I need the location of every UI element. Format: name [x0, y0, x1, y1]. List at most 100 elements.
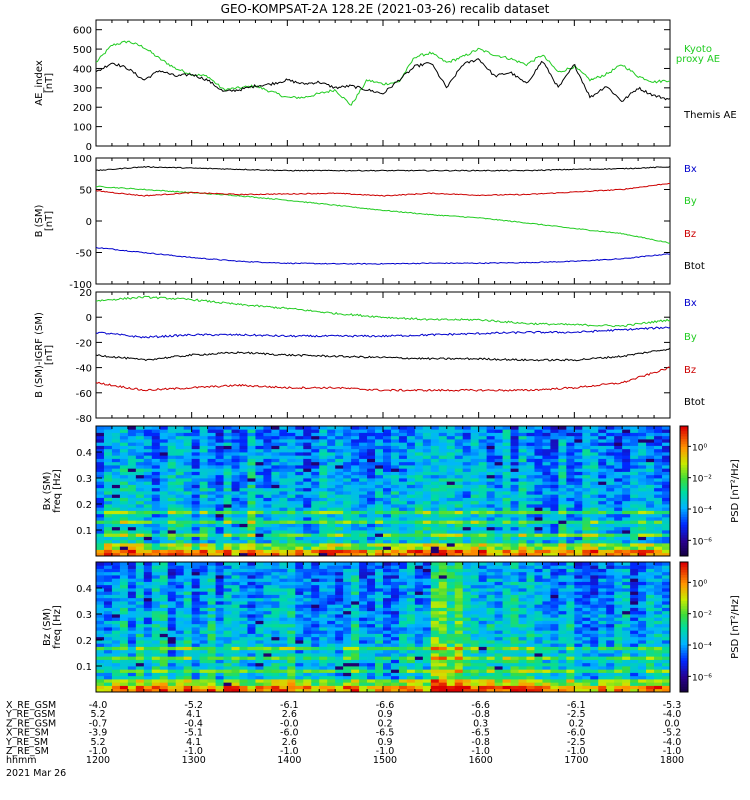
spectrogram-1-cell	[454, 546, 464, 550]
spectrogram-1-cell	[566, 474, 575, 479]
spectrogram-1-cell	[590, 465, 599, 469]
spectrogram-2-cell	[119, 623, 129, 628]
spectrogram-2-cell	[247, 594, 256, 599]
spectrogram-2-cell	[398, 679, 408, 683]
spectrogram-1-cell	[486, 487, 496, 492]
spectrogram-2-cell	[327, 584, 336, 589]
spectrogram-2-cell	[343, 607, 352, 612]
spectrogram-1-cell	[422, 429, 432, 433]
spectrogram-1-cell	[223, 484, 232, 489]
spectrogram-1-cell	[111, 536, 121, 541]
spectrogram-2-cell	[199, 666, 209, 670]
spectrogram-1-cell	[239, 523, 248, 528]
spectrogram-1-colorbar-step	[680, 441, 688, 445]
spectrogram-1-cell	[526, 536, 535, 541]
spectrogram-1-cell	[255, 510, 264, 515]
spectrogram-1-cell	[654, 500, 663, 505]
spectrogram-1-colorbar-tick-label: 10⁻⁶	[692, 537, 712, 547]
spectrogram-2-cell	[119, 646, 129, 651]
spectrogram-2-cell	[239, 649, 248, 654]
spectrogram-1-cell	[183, 448, 193, 453]
spectrogram-1-cell	[438, 546, 448, 550]
spectrogram-1-cell	[263, 491, 272, 495]
spectrogram-1-cell	[510, 442, 519, 446]
spectrogram-1-ytick-label: 0.3	[76, 474, 92, 485]
spectrogram-1-cell	[103, 504, 113, 508]
spectrogram-1-cell	[638, 478, 647, 482]
spectrogram-2-cell	[159, 633, 169, 638]
spectrogram-1-cell	[103, 487, 113, 492]
spectrogram-2-cell	[255, 610, 264, 615]
spectrogram-2-cell	[239, 578, 248, 582]
spectrogram-1-cell	[375, 452, 384, 456]
spectrogram-2-cell	[263, 633, 272, 638]
panel-1-ylabel: AE_index [nT]	[34, 60, 55, 106]
spectrogram-2-cell	[151, 614, 161, 618]
spectrogram-1-cell	[390, 474, 400, 479]
spectrogram-1-cell	[167, 481, 177, 485]
spectrogram-1-cell	[446, 546, 456, 550]
spectrogram-1-cell	[630, 510, 639, 515]
spectrogram-1-cell	[518, 504, 527, 508]
spectrogram-1-cell	[654, 471, 663, 476]
spectrogram-1-cell	[526, 481, 535, 485]
spectrogram-1-cell	[247, 517, 256, 521]
spectrogram-1-cell	[406, 448, 416, 453]
spectrogram-2-cell	[111, 662, 121, 667]
spectrogram-1-cell	[199, 526, 209, 531]
spectrogram-2-cell	[295, 682, 304, 686]
spectrogram-2-cell	[335, 591, 344, 595]
spectrogram-1-cell	[470, 471, 480, 476]
spectrogram-1-cell	[438, 448, 448, 453]
spectrogram-1-cell	[343, 530, 352, 534]
spectrogram-1-cell	[383, 461, 392, 466]
spectrogram-1-cell	[574, 435, 583, 440]
spectrogram-2-cell	[191, 591, 201, 595]
spectrogram-1-cell	[223, 517, 232, 521]
spectrogram-1-cell	[96, 481, 105, 485]
spectrogram-1-cell	[335, 487, 344, 492]
spectrogram-2-cell	[111, 594, 121, 599]
spectrogram-2-cell	[127, 669, 137, 673]
spectrogram-1-cell	[311, 452, 320, 456]
spectrogram-1-cell	[566, 426, 575, 430]
spectrogram-2-cell	[223, 679, 232, 683]
spectrogram-1-cell	[319, 487, 328, 492]
spectrogram-1-cell	[175, 471, 185, 476]
spectrogram-1-cell	[438, 539, 448, 544]
spectrogram-2-cell	[398, 614, 408, 618]
spectrogram-1-cell	[135, 458, 145, 463]
spectrogram-1-cell	[295, 533, 304, 537]
spectrogram-1-cell	[478, 455, 488, 459]
spectrogram-1-cell	[143, 536, 153, 541]
spectrogram-1-cell	[175, 517, 185, 521]
spectrogram-1-cell	[622, 426, 631, 430]
spectrogram-1-cell	[143, 474, 153, 479]
spectrogram-2-cell	[295, 662, 304, 667]
spectrogram-2-cell	[175, 636, 185, 641]
spectrogram-1-cell	[295, 513, 304, 518]
spectrogram-2-cell	[111, 666, 121, 670]
spectrogram-2-cell	[335, 636, 344, 641]
spectrogram-2-cell	[287, 623, 296, 628]
spectrogram-1-colorbar-step	[680, 491, 688, 495]
spectrogram-1-cell	[151, 507, 161, 511]
spectrogram-1-cell	[590, 429, 599, 433]
spectrogram-2-cell	[327, 562, 336, 566]
spectrogram-1-cell	[191, 494, 201, 498]
spectrogram-1-cell	[630, 504, 639, 508]
spectrogram-1-cell	[542, 439, 551, 443]
spectrogram-2-cell	[247, 662, 256, 667]
spectrogram-2-cell	[191, 643, 201, 647]
spectrogram-1-cell	[359, 520, 368, 524]
spectrogram-1-cell	[135, 432, 145, 437]
spectrogram-1-cell	[311, 442, 320, 446]
spectrogram-1-cell	[367, 510, 376, 515]
spectrogram-2-cell	[327, 578, 336, 582]
spectrogram-1-cell	[207, 435, 216, 440]
spectrogram-1-cell	[207, 426, 216, 430]
spectrogram-2-cell	[375, 685, 384, 690]
spectrogram-2-cell	[359, 649, 368, 654]
spectrogram-2-cell	[327, 640, 336, 644]
spectrogram-1-cell	[303, 552, 312, 557]
